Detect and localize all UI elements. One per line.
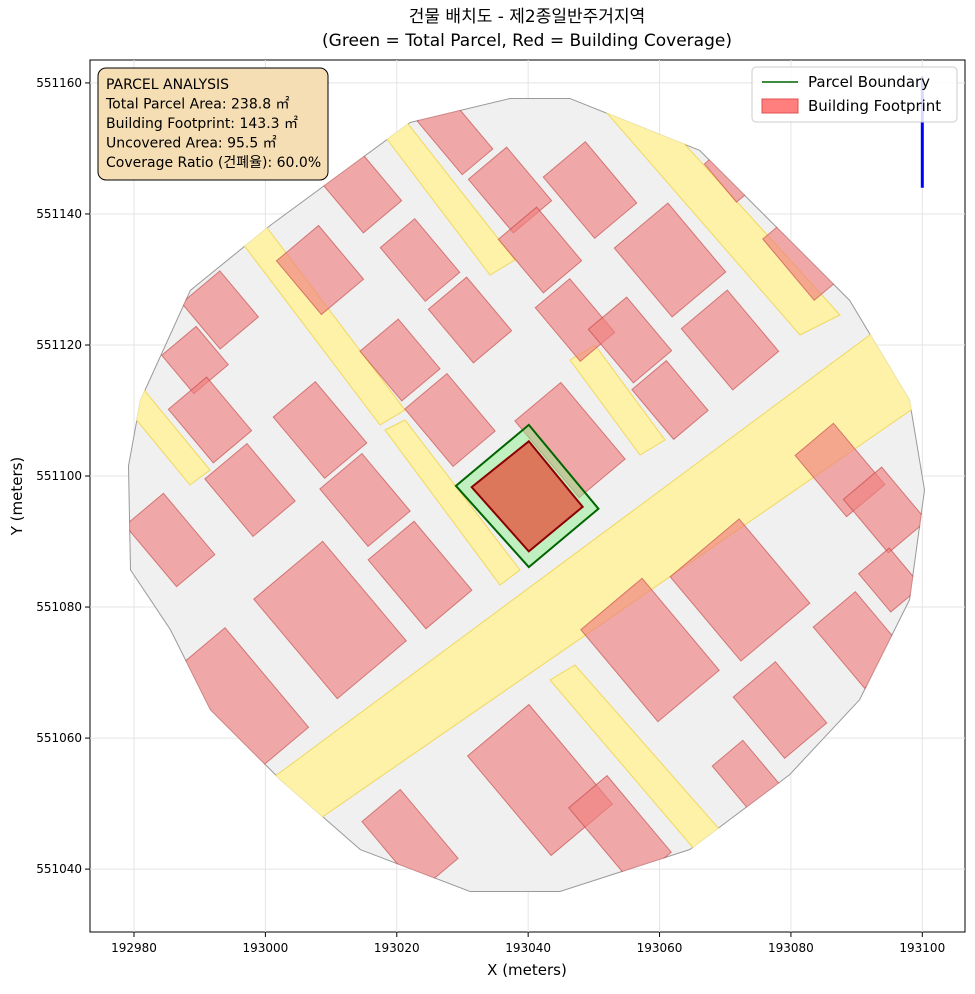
- context-building: [497, 206, 583, 294]
- context-building: [427, 276, 513, 364]
- legend-entries: Parcel Boundary Building Footprint: [761, 73, 941, 115]
- chart-title: 건물 배치도 - 제2종일반주거지역: [409, 7, 645, 27]
- x-tick-label: 193100: [899, 941, 945, 955]
- legend-swatch: [761, 98, 799, 114]
- x-tick-label: 193020: [374, 941, 420, 955]
- y-tick-label: 551040: [36, 862, 82, 876]
- context-building: [379, 218, 461, 302]
- annotation-line: Total Parcel Area: 238.8 ㎡: [105, 97, 290, 113]
- context-building: [359, 318, 441, 402]
- chart-subtitle: (Green = Total Parcel, Red = Building Co…: [322, 31, 732, 51]
- building: [470, 439, 585, 553]
- context-building: [272, 380, 368, 480]
- x-axis-label: X (meters): [487, 961, 567, 979]
- context-building: [361, 788, 459, 892]
- context-building: [180, 270, 260, 350]
- annotation-line: Coverage Ratio (건폐율): 60.0%: [106, 155, 321, 171]
- annotation-line: Building Footprint: 143.3 ㎡: [106, 116, 298, 132]
- road: [384, 419, 521, 586]
- y-tick-label: 551100: [36, 469, 82, 483]
- context-building: [128, 492, 216, 588]
- x-tick-label: 193040: [505, 941, 551, 955]
- context-building: [275, 224, 365, 316]
- context-building: [680, 289, 780, 391]
- x-tick-label: 192980: [111, 941, 157, 955]
- context-building: [160, 325, 230, 395]
- context-building: [542, 140, 638, 240]
- y-tick-label: 551160: [36, 76, 82, 90]
- context-building: [253, 540, 407, 700]
- context-building: [587, 296, 673, 384]
- context-building: [404, 372, 496, 468]
- x-tick-label: 193060: [637, 941, 683, 955]
- x-tick-label: 193080: [768, 941, 814, 955]
- context-building: [732, 660, 828, 760]
- roads: [128, 98, 925, 851]
- y-tick-label: 551140: [36, 207, 82, 221]
- context-building: [204, 442, 296, 538]
- legend: [751, 66, 958, 123]
- context-building: [367, 520, 473, 630]
- y-axis-label: Y (meters): [8, 457, 26, 537]
- context-building: [167, 376, 253, 464]
- context-building: [842, 466, 925, 554]
- context-building: [613, 202, 727, 318]
- legend-label: Parcel Boundary: [808, 73, 930, 91]
- y-tick-label: 551120: [36, 338, 82, 352]
- annotation-box: [97, 67, 329, 181]
- context-building: [466, 703, 614, 857]
- annotation-line: PARCEL ANALYSIS: [106, 77, 229, 93]
- annotation-line: Uncovered Area: 95.5 ㎡: [106, 136, 277, 152]
- context-building: [669, 518, 811, 662]
- context-building: [534, 278, 616, 362]
- context-building: [319, 452, 411, 548]
- y-tick-label: 551060: [36, 731, 82, 745]
- x-tick-label: 193000: [242, 941, 288, 955]
- context-building: [631, 359, 709, 441]
- context-building: [857, 547, 923, 613]
- legend-label: Building Footprint: [808, 97, 941, 115]
- context-building: [580, 577, 720, 723]
- annotation: PARCEL ANALYSIS Total Parcel Area: 238.8 …: [105, 77, 321, 171]
- y-tick-label: 551080: [36, 600, 82, 614]
